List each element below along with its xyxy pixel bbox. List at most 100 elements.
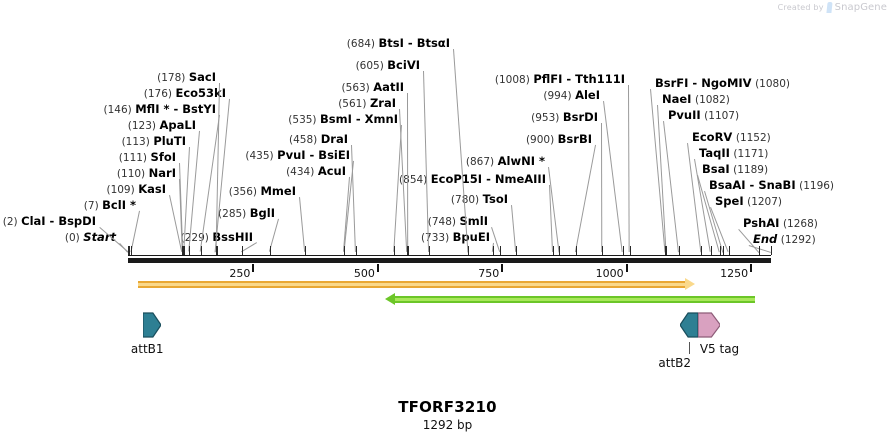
enzyme-name: BssHII [212,230,253,244]
enzyme-site-tick [189,246,191,255]
ruler-label: 1000 [595,267,624,280]
enzyme-position: (535) [288,114,317,126]
enzyme-label[interactable]: (535) BsmI - XmnI [0,113,398,126]
enzyme-label[interactable]: (563) AatII [0,81,404,94]
enzyme-label[interactable]: (1008) PflFI - Tth111I [0,73,625,86]
enzyme-name: PvuII [668,108,701,122]
enzyme-name: ClaI - BspDI [21,214,96,228]
enzyme-site-tick [719,246,721,255]
enzyme-name: AlwNI * [497,154,545,168]
enzyme-label[interactable]: (110) NarI [0,166,176,180]
enzyme-position: (1268) [782,218,818,230]
enzyme-label[interactable]: (123) ApaLI [0,119,196,132]
enzyme-label[interactable]: (285) BglI [0,206,275,220]
enzyme-label[interactable]: (113) PluTI [0,135,186,148]
enzyme-label[interactable]: (953) BsrDI [0,111,598,124]
enzyme-name: AcuI [317,164,346,178]
enzyme-label[interactable]: (2) ClaI - BspDI [0,214,96,228]
enzyme-label[interactable]: (0) Start [0,230,116,244]
enzyme-label[interactable]: PvuII (1107) [668,108,740,122]
enzyme-label[interactable]: EcoRV (1152) [692,131,771,144]
enzyme-position: (1196) [799,180,835,192]
feature-arrow-attB2[interactable] [680,310,699,340]
enzyme-site-tick [500,246,502,255]
enzyme-position: (110) [116,168,146,180]
enzyme-name: BglI [249,206,275,220]
enzyme-site-tick [407,246,409,255]
enzyme-position: (1082) [694,94,730,106]
enzyme-site-tick [216,246,218,255]
enzyme-name: Start [83,230,116,244]
enzyme-site-tick [666,246,668,255]
enzyme-label[interactable]: PshAI (1268) [743,217,818,230]
enzyme-label[interactable]: TaqII (1171) [699,147,768,160]
enzyme-name: KasI [138,182,166,196]
sequence-backbone-top [128,255,771,256]
enzyme-label[interactable]: (605) BciVI [0,59,420,72]
enzyme-label[interactable]: (356) MmeI [0,184,296,198]
enzyme-name: NarI [148,166,176,180]
enzyme-name: BsaI [702,162,730,176]
enzyme-label[interactable]: NaeI (1082) [662,93,730,106]
enzyme-label[interactable]: BsrFI - NgoMIV (1080) [655,76,790,90]
enzyme-name: BsrFI - NgoMIV [655,76,752,90]
ruler-tick [501,264,504,272]
enzyme-position: (563) [341,82,370,94]
enzyme-name: BpuEI [452,230,490,244]
enzyme-label[interactable]: (176) Eco53kI [0,87,226,100]
enzyme-label[interactable]: (109) KasI [0,182,166,196]
enzyme-name: PvuI - BsiEI [277,148,350,162]
enzyme-label[interactable]: (434) AcuI [0,164,346,178]
enzyme-label[interactable]: (458) DraI [0,132,348,146]
enzyme-position: (748) [427,216,456,228]
enzyme-label[interactable]: (867) AlwNI * [0,154,545,168]
enzyme-position: (1207) [747,196,783,208]
enzyme-label[interactable]: BsaAI - SnaBI (1196) [709,178,835,192]
enzyme-name: MmeI [260,184,296,198]
feature-arrow-v5-tag[interactable] [697,310,721,340]
enzyme-site-tick [602,246,604,255]
enzyme-position: (605) [355,60,384,72]
enzyme-label[interactable]: (7) BclI * [0,199,136,212]
enzyme-name: BsaAI - SnaBI [709,178,796,192]
enzyme-position: (435) [245,150,274,162]
ruler-label: 500 [353,267,375,280]
enzyme-site-tick [771,246,772,255]
feature-bar-orf-forward[interactable] [137,278,696,290]
feature-arrow-attB1[interactable] [142,310,161,340]
enzyme-position: (1107) [704,110,740,122]
enzyme-label[interactable]: (854) EcoP15I - NmeAIII [0,172,546,186]
enzyme-name: EcoP15I - NmeAIII [430,172,546,186]
enzyme-name: DraI [320,132,348,146]
enzyme-label[interactable]: (561) ZraI [0,97,396,110]
enzyme-label[interactable]: SpeI (1207) [715,194,783,208]
leader-line [603,101,623,253]
enzyme-label[interactable]: (146) MflI * - BstYI [0,103,217,116]
enzyme-position: (113) [121,136,150,148]
page-title: TFORF3210 [398,398,497,416]
enzyme-label[interactable]: BsaI (1189) [702,162,768,176]
feature-bar-orf-reverse[interactable] [385,293,756,305]
feature-arrow-shape [697,312,721,338]
enzyme-label[interactable]: (780) TsoI [0,193,508,206]
enzyme-label[interactable]: (900) BsrBI [0,133,592,146]
enzyme-label[interactable]: (684) BtsI - BtsαI [0,37,450,50]
enzyme-label[interactable]: (435) PvuI - BsiEI [0,148,350,162]
enzyme-position: (123) [127,120,156,132]
enzyme-label[interactable]: (733) BpuEI [0,230,490,244]
enzyme-label[interactable]: (178) SacI [0,71,216,84]
enzyme-site-tick [200,246,202,255]
enzyme-label[interactable]: (748) SmlI [0,215,488,228]
ruler-label: 1250 [720,267,749,280]
enzyme-site-tick [629,246,631,255]
enzyme-label[interactable]: (994) AleI [0,89,600,102]
enzyme-position: (733) [420,232,450,244]
enzyme-position: (1080) [755,78,790,90]
enzyme-label[interactable]: End (1292) [753,233,816,246]
enzyme-name: SpeI [715,194,744,208]
enzyme-label[interactable]: (111) SfoI [0,151,176,164]
enzyme-site-tick [622,246,624,255]
enzyme-label[interactable]: (229) BssHII [0,230,253,244]
feature-arrow-shape [680,312,699,338]
